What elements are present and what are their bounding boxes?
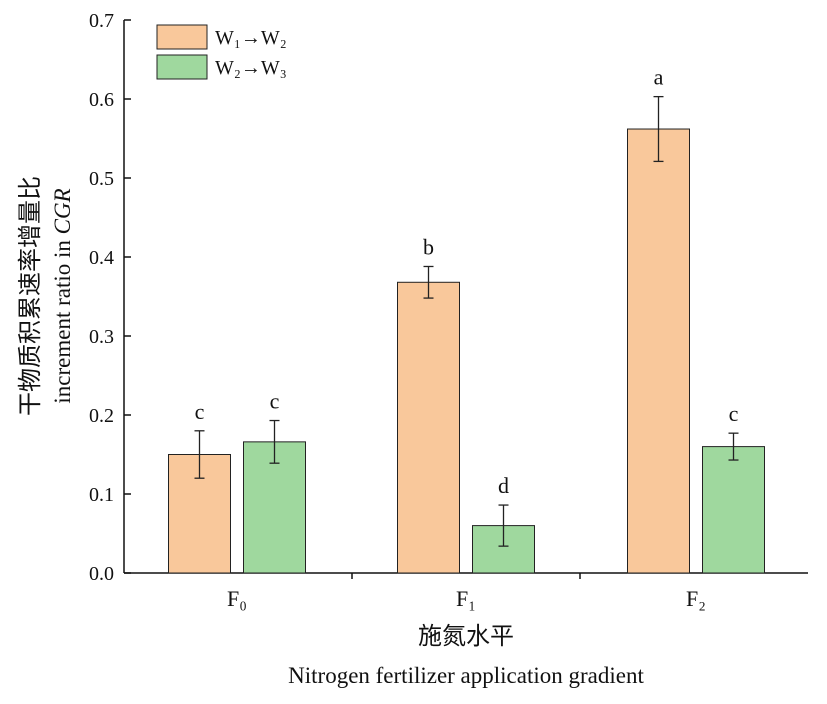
- significance-label: c: [270, 389, 280, 414]
- significance-label: d: [498, 473, 509, 498]
- x-axis-title-cn: 施氮水平: [418, 623, 514, 650]
- y-axis-title-cn: 干物质积累速率增量比: [17, 176, 44, 416]
- x-category-label: F₂: [686, 586, 706, 611]
- significance-label: b: [423, 234, 434, 259]
- legend-label: W₂→W₃: [215, 57, 287, 79]
- legend-swatch: [156, 24, 208, 50]
- x-axis-ticks: F₀ F₁ F₂: [227, 573, 706, 611]
- y-axis-ticks: 0.0 0.1 0.2 0.3 0.4 0.5 0.6 0.7: [89, 10, 131, 585]
- legend-swatch: [156, 54, 208, 80]
- y-axis-title-en-italic: CGR: [50, 188, 75, 234]
- y-axis-title-en: increment ratio in CGR: [50, 188, 75, 403]
- significance-label: c: [195, 399, 205, 424]
- x-axis-title-en: Nitrogen fertilizer application gradient: [288, 663, 644, 688]
- y-tick-label: 0.3: [89, 326, 114, 348]
- bar: [397, 281, 460, 574]
- y-tick-label: 0.0: [89, 563, 114, 585]
- significance-label: c: [729, 401, 739, 426]
- legend-label: W₁→W₂: [215, 27, 287, 49]
- y-tick-label: 0.2: [89, 405, 114, 427]
- x-category-label: F₁: [456, 586, 476, 611]
- legend: W₁→W₂ W₂→W₃: [156, 24, 287, 80]
- bar-series-group: c c b d a c: [168, 65, 765, 574]
- y-tick-label: 0.4: [89, 247, 114, 269]
- significance-label: a: [654, 65, 664, 90]
- x-category-label: F₀: [227, 586, 247, 611]
- y-tick-label: 0.6: [89, 89, 114, 111]
- y-tick-label: 0.5: [89, 168, 114, 190]
- y-axis-title-en-prefix: increment ratio in: [50, 234, 75, 403]
- y-tick-label: 0.7: [89, 10, 114, 32]
- bar: [627, 128, 690, 574]
- y-tick-label: 0.1: [89, 484, 114, 506]
- bar: [702, 446, 765, 574]
